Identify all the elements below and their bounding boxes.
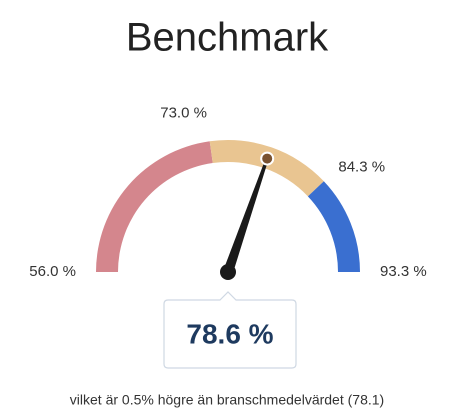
- needle-hub: [220, 264, 236, 280]
- needle-tip: [260, 151, 275, 166]
- value-label: 78.6 %: [186, 318, 273, 349]
- gauge-tick-label: 93.3 %: [380, 263, 427, 280]
- gauge-band: [307, 181, 360, 272]
- value-box: [163, 291, 297, 369]
- gauge-band: [96, 141, 213, 272]
- gauge-tick-label: 73.0 %: [160, 104, 207, 121]
- needle: [223, 158, 269, 274]
- gauge-tick-label: 56.0 %: [29, 263, 76, 280]
- chart-title: Benchmark: [126, 16, 329, 60]
- subtitle: vilket är 0.5% högre än branschmedelvärd…: [70, 392, 384, 408]
- gauge-band: [209, 140, 324, 197]
- gauge-tick-label: 84.3 %: [338, 158, 385, 175]
